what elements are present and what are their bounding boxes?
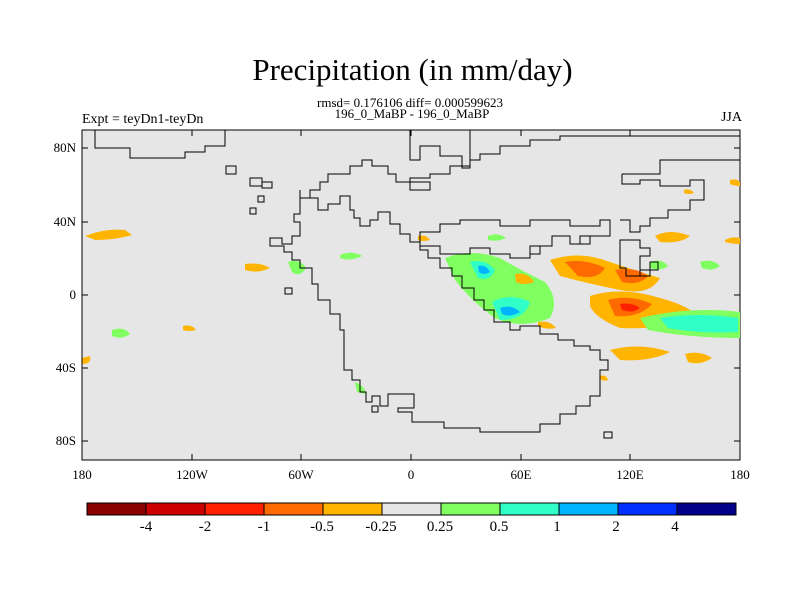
- lon-tick-label: 0: [407, 467, 415, 482]
- colorbar-label: 1: [553, 519, 561, 535]
- lon-tick-label: 180: [72, 467, 92, 482]
- colorbar-swatch: [263, 502, 324, 516]
- lat-tick-label: 80N: [53, 140, 76, 155]
- colorbar-label: -2: [198, 519, 212, 535]
- coastlines: [94, 130, 740, 439]
- colorbar-swatch: [86, 502, 147, 516]
- colorbar-swatch: [204, 502, 265, 516]
- colorbar-label: -4: [139, 519, 153, 535]
- colorbar-label: 0.25: [426, 519, 454, 535]
- lon-tick-label: 120E: [616, 467, 644, 482]
- lon-tick-label: 60W: [288, 467, 314, 482]
- lon-tick-label: 180: [730, 467, 750, 482]
- colorbar-swatch: [381, 502, 442, 516]
- lat-tick-label: 40S: [55, 360, 76, 375]
- colorbar-label: -1: [257, 519, 271, 535]
- colorbar-label: 4: [671, 519, 679, 535]
- lat-tick-label: 40N: [53, 214, 76, 229]
- lat-tick-label: 0: [69, 287, 77, 302]
- precip-contours: [82, 179, 740, 394]
- plot-title: Precipitation (in mm/day): [252, 52, 573, 87]
- lon-tick-label: 60E: [510, 467, 532, 482]
- colorbar-label: -0.25: [365, 519, 397, 535]
- colorbar-swatch: [676, 502, 737, 516]
- colorbar-label: -0.5: [310, 519, 334, 535]
- colorbar-swatch: [558, 502, 619, 516]
- season-label: JJA: [720, 110, 742, 125]
- colorbar-swatch: [322, 502, 383, 516]
- stats-text: rmsd= 0.176106 diff= 0.000599623: [317, 95, 503, 110]
- case-text: 196_0_MaBP - 196_0_MaBP: [334, 106, 490, 121]
- axis-ticks: [81, 130, 740, 460]
- colorbar-swatch: [499, 502, 560, 516]
- colorbar-label: 0.5: [489, 519, 509, 535]
- lon-tick-label: 120W: [176, 467, 208, 482]
- colorbar-swatch: [440, 502, 501, 516]
- lat-tick-label: 80S: [55, 433, 76, 448]
- colorbar-label: 2: [612, 519, 620, 535]
- colorbar-swatch: [617, 502, 678, 516]
- colorbar-swatch: [145, 502, 206, 516]
- colorbar: [86, 502, 737, 516]
- experiment-label: Expt = teyDn1-teyDn: [82, 112, 204, 127]
